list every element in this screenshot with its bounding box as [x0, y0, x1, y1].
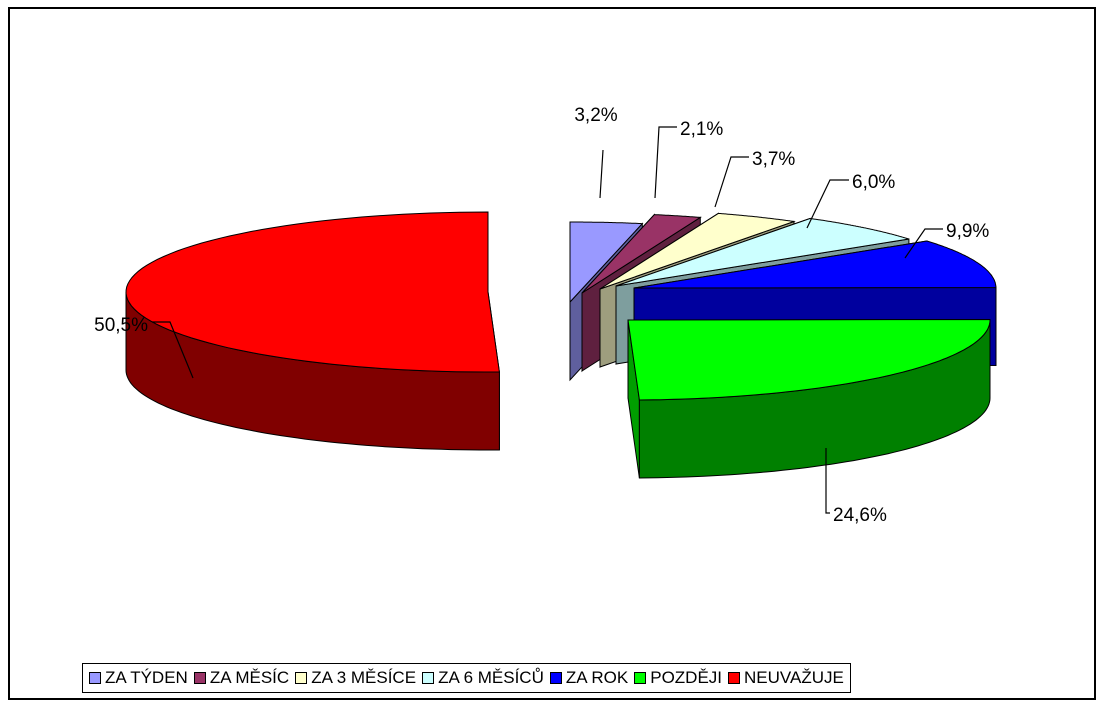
legend-swatch [422, 672, 435, 684]
data-label-za-6-mesicu: 6,0% [852, 172, 895, 193]
pie-slice-neuvazuje [125, 211, 500, 451]
legend-label: ZA MĚSÍC [209, 668, 290, 687]
legend-label: POZDĚJI [650, 668, 723, 687]
data-label-neuvazuje: 50,5% [94, 315, 148, 336]
leader-line-za-tyden [599, 149, 604, 199]
pie-slice-pozdeji [627, 318, 991, 479]
legend-swatch [549, 672, 562, 684]
leader-line-za-6-mesicu [806, 179, 849, 229]
legend-item-za-tyden: ZA TÝDEN [89, 668, 188, 688]
leader-line-za-3-mesice [714, 156, 749, 208]
data-label-za-mesic: 2,1% [680, 119, 723, 140]
legend-label: NEUVAŽUJE [744, 668, 844, 687]
leader-line-pozdeji [825, 448, 830, 514]
leader-line-za-rok [904, 228, 943, 259]
legend-label: ZA 6 MĚSÍCŮ [438, 668, 544, 687]
legend-item-za-3-mesice: ZA 3 MĚSÍCE [295, 668, 416, 688]
chart-legend: ZA TÝDEN ZA MĚSÍC ZA 3 MĚSÍCE ZA 6 MĚSÍCŮ ZA… [82, 663, 851, 693]
data-label-pozdeji: 24,6% [833, 505, 887, 526]
data-label-za-rok: 9,9% [946, 221, 989, 242]
legend-swatch [728, 672, 741, 684]
legend-item-za-rok: ZA ROK [549, 668, 629, 688]
legend-item-za-6-mesicu: ZA 6 MĚSÍCŮ [422, 668, 544, 688]
legend-swatch [193, 672, 206, 684]
legend-label: ZA 3 MĚSÍCE [311, 668, 417, 687]
legend-label: ZA TÝDEN [105, 668, 188, 687]
legend-swatch [634, 672, 647, 684]
leader-line-za-mesic [654, 126, 677, 199]
legend-swatch [89, 672, 101, 684]
legend-item-pozdeji: POZDĚJI [634, 668, 722, 688]
leader-line-neuvazuje [152, 321, 194, 379]
legend-swatch [295, 672, 308, 684]
legend-item-neuvazuje: NEUVAŽUJE [728, 668, 844, 688]
legend-label: ZA ROK [565, 668, 629, 687]
data-label-za-tyden: 3,2% [574, 105, 617, 126]
legend-item-za-mesic: ZA MĚSÍC [193, 668, 290, 688]
data-label-za-3-mesice: 3,7% [752, 149, 795, 170]
